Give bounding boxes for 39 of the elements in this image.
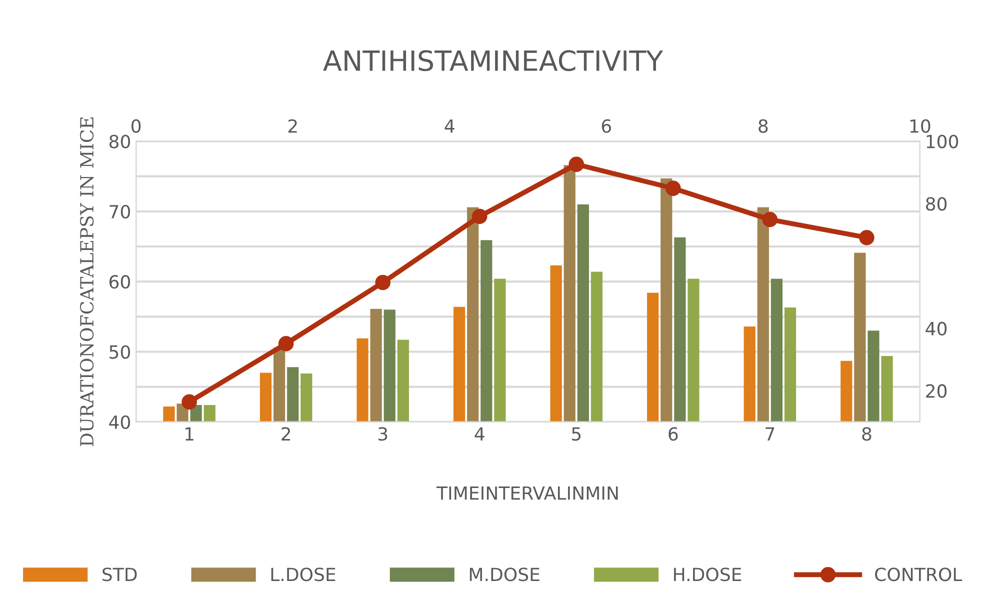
point xyxy=(375,274,390,290)
x-axis-title: TIMEINTERVALINMIN xyxy=(436,486,618,500)
point xyxy=(278,336,294,352)
x-tick-label: 8 xyxy=(862,427,872,441)
x2-tick-label: 10 xyxy=(910,119,930,133)
y2-tick-label: 20 xyxy=(926,384,947,398)
y-tick-label: 50 xyxy=(110,345,130,359)
y-tick-label: 80 xyxy=(109,134,130,148)
y2-tick-label: 100 xyxy=(926,134,958,148)
y-tick-label: 40 xyxy=(109,415,130,430)
x-tick-label: 6 xyxy=(668,427,678,441)
point xyxy=(762,212,778,228)
x-tick-label: 7 xyxy=(766,427,774,440)
legend-label: M.DOSE xyxy=(470,568,540,582)
chart-title: ANTIHISTAMINEACTIVITY xyxy=(323,50,664,72)
y-tick-label: 60 xyxy=(109,275,130,289)
x-tick-label: 5 xyxy=(572,427,581,441)
x2-tick-label: 4 xyxy=(444,119,454,133)
x2-tick-label: 8 xyxy=(758,119,768,133)
y2-tick-label: 40 xyxy=(926,322,947,336)
point xyxy=(568,156,584,172)
x-tick-label: 3 xyxy=(378,427,388,441)
legend-label: CONTROL xyxy=(875,568,962,582)
legend-label: H.DOSE xyxy=(674,568,742,582)
x-tick-label: 1 xyxy=(186,427,194,440)
y2-tick-label: 80 xyxy=(926,197,947,211)
legend-label: L.DOSE xyxy=(271,568,336,582)
point xyxy=(182,394,197,410)
y-axis-title: DURATIONOFCATALEPSY IN MICE xyxy=(80,118,94,446)
point xyxy=(666,180,681,196)
x2-tick-label: 6 xyxy=(602,119,611,133)
x-tick-label: 4 xyxy=(474,427,484,440)
legend-label: STD xyxy=(102,568,137,582)
point xyxy=(859,230,874,246)
x2-tick-label: 0 xyxy=(132,119,141,133)
x2-tick-label: 2 xyxy=(288,119,297,133)
x-tick-label: 2 xyxy=(282,427,290,440)
point xyxy=(472,208,488,224)
y-tick-label: 70 xyxy=(110,204,130,219)
